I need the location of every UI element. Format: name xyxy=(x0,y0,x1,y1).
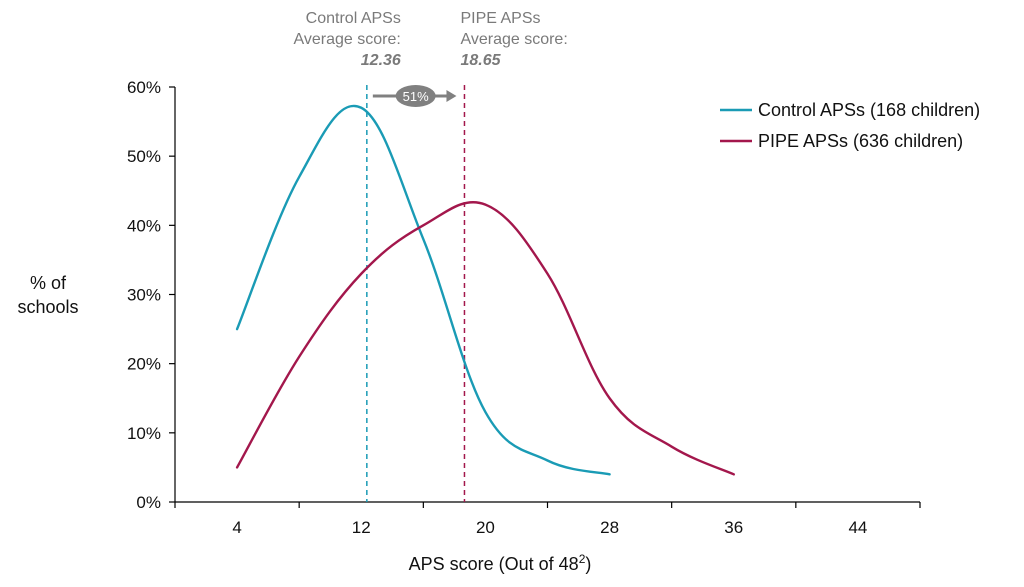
control-series-line xyxy=(235,104,611,476)
reference-label-value: 12.36 xyxy=(361,52,401,69)
y-axis-title-line-1: % of xyxy=(30,273,67,293)
y-tick-label: 30% xyxy=(127,286,161,305)
y-tick-label: 10% xyxy=(127,424,161,443)
x-axis-title: APS score (Out of 482) xyxy=(409,552,592,574)
reference-label-title: PIPE APSs xyxy=(460,10,540,27)
y-tick-label: 50% xyxy=(127,147,161,166)
y-tick-label: 0% xyxy=(136,493,161,512)
x-tick-label: 4 xyxy=(232,518,241,537)
x-axis-title-main: APS score (Out of 48 xyxy=(409,554,579,574)
y-tick-label: 40% xyxy=(127,216,161,235)
x-axis-title-superscript: 2 xyxy=(579,552,586,566)
reference-label-value: 18.65 xyxy=(460,52,501,69)
x-tick-label: 36 xyxy=(724,518,743,537)
x-tick-label: 12 xyxy=(352,518,371,537)
y-tick-label: 60% xyxy=(127,78,161,97)
reference-label-subtitle: Average score: xyxy=(460,31,567,48)
difference-badge: 51% xyxy=(372,85,457,107)
pipe-series-line xyxy=(235,201,735,476)
reference-lines: Control APSs Average score: 12.36 PIPE APSs… xyxy=(294,10,568,502)
y-axis-title-line-2: schools xyxy=(17,297,78,317)
x-tick-label: 20 xyxy=(476,518,495,537)
axis-titles: % of schools APS score (Out of 482) xyxy=(17,273,591,574)
legend-label: PIPE APSs (636 children) xyxy=(758,131,963,151)
y-tick-label: 20% xyxy=(127,355,161,374)
arrow-right-icon xyxy=(446,90,457,102)
x-axis-title-suffix: ) xyxy=(585,554,591,574)
reference-label-subtitle: Average score: xyxy=(294,31,401,48)
difference-badge-bubble xyxy=(395,85,436,107)
x-tick-label: 44 xyxy=(848,518,867,537)
x-tick-label: 28 xyxy=(600,518,619,537)
difference-badge-label: 51% xyxy=(403,89,429,104)
reference-label-title: Control APSs xyxy=(306,10,401,27)
legend-label: Control APSs (168 children) xyxy=(758,100,980,120)
legend: Control APSs (168 children) PIPE APSs (63… xyxy=(720,100,980,151)
series-lines xyxy=(235,104,735,476)
axes: 0% 10% 20% 30% 40% 50% 60% 4 12 20 28 36 44 xyxy=(127,78,921,537)
